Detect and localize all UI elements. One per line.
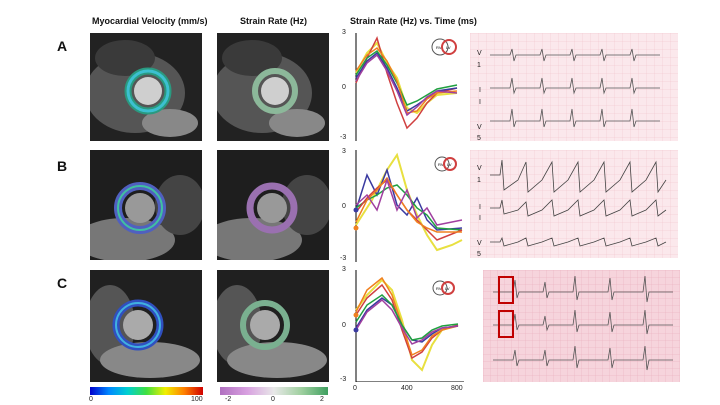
lead-a-v: V [477,50,482,57]
rv-label-a: RV [436,45,442,50]
lead-b-v5: V [477,240,482,247]
ytick-c-top: 3 [342,266,346,273]
strain-scale-mid: 0 [271,396,275,403]
velocity-scale-max: 100 [191,396,203,403]
mri-strain-a [217,33,329,141]
lead-a-1: 1 [477,62,481,69]
lead-b-v: V [477,165,482,172]
row-label-a: A [57,38,68,54]
mri-strain-b [217,150,329,260]
rv-label-c: RV [436,286,442,291]
row-label-c: C [57,275,68,291]
ytick-a-bot: -3 [340,134,347,141]
lead-b-1: 1 [477,177,481,184]
velocity-scale-min: 0 [89,396,93,403]
highlight-box-top [498,276,514,304]
lead-b-i2: I [479,215,481,222]
mri-velocity-c [90,270,202,382]
lead-a-i2: I [479,99,481,106]
ytick-c-mid: 0 [342,322,346,329]
strain-colorbar [220,387,328,395]
velocity-header: Myocardial Velocity (mm/s) [92,16,208,26]
strain-plot-c: RV LV [353,270,464,382]
ytick-a-top: 3 [342,29,346,36]
highlight-box-bottom [498,310,514,338]
xtick-c-0: 0 [353,385,357,392]
lv-label-c: LV [445,286,450,291]
mri-strain-c [217,270,329,382]
ytick-c-bot: -3 [340,376,347,383]
ytick-a-mid: 0 [342,84,346,91]
ytick-b-mid: 0 [342,203,346,210]
row-label-b: B [57,158,68,174]
xtick-c-800: 800 [451,385,463,392]
ecg-c [483,270,680,382]
lv-label-b: LV [447,162,452,167]
velocity-colorbar [90,387,203,395]
ecg-a [470,33,678,141]
lead-a-5: 5 [477,135,481,142]
strain-scale-max: 2 [320,396,324,403]
strain-time-header: Strain Rate (Hz) vs. Time (ms) [350,16,477,26]
rv-label-b: RV [438,162,444,167]
ytick-b-bot: -3 [340,255,347,262]
lead-b-5: 5 [477,251,481,258]
mri-velocity-b [90,150,202,260]
strain-header: Strain Rate (Hz) [240,16,308,26]
strain-plot-b: RV LV [353,150,463,262]
lead-b-i1: I [479,204,481,211]
lv-label-a: LV [446,45,451,50]
ytick-b-top: 3 [342,148,346,155]
ecg-b [470,150,678,258]
xtick-c-400: 400 [401,385,413,392]
mri-velocity-a [90,33,202,141]
strain-scale-min: -2 [225,396,232,403]
lead-a-i1: I [479,87,481,94]
lead-a-v5: V [477,124,482,131]
strain-plot-a: RV LV [355,33,458,141]
